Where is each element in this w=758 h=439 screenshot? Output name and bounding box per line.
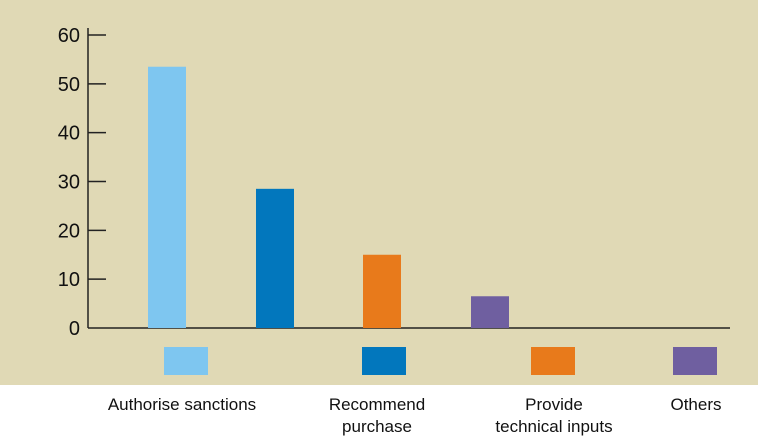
legend-swatch-3 <box>673 347 717 375</box>
legend-label-0: Authorise sanctions <box>107 395 257 414</box>
bar-3 <box>471 296 509 328</box>
legend-label-1: Recommend purchase <box>328 395 426 436</box>
legend-swatch-0 <box>164 347 208 375</box>
legend-swatches <box>164 347 717 375</box>
legend-label-2: Provide technical inputs <box>495 395 613 436</box>
y-tick-label: 20 <box>58 220 80 242</box>
y-tick-label: 50 <box>58 74 80 96</box>
bar-1 <box>256 188 294 328</box>
y-tick-label: 60 <box>58 25 80 47</box>
legend-label-3: Others <box>670 395 722 414</box>
legend-swatch-2 <box>531 347 575 375</box>
y-tick-label: 40 <box>58 123 80 145</box>
bars <box>148 66 509 328</box>
y-tick-label: 0 <box>69 318 80 340</box>
y-tick-label: 30 <box>58 172 80 194</box>
legend-swatch-1 <box>362 347 406 375</box>
y-ticks: 0 10 20 30 40 50 60 <box>58 25 106 340</box>
y-tick-label: 10 <box>58 269 80 291</box>
chart-axes <box>87 28 730 329</box>
bar-0 <box>148 66 186 328</box>
bar-2 <box>363 254 401 328</box>
